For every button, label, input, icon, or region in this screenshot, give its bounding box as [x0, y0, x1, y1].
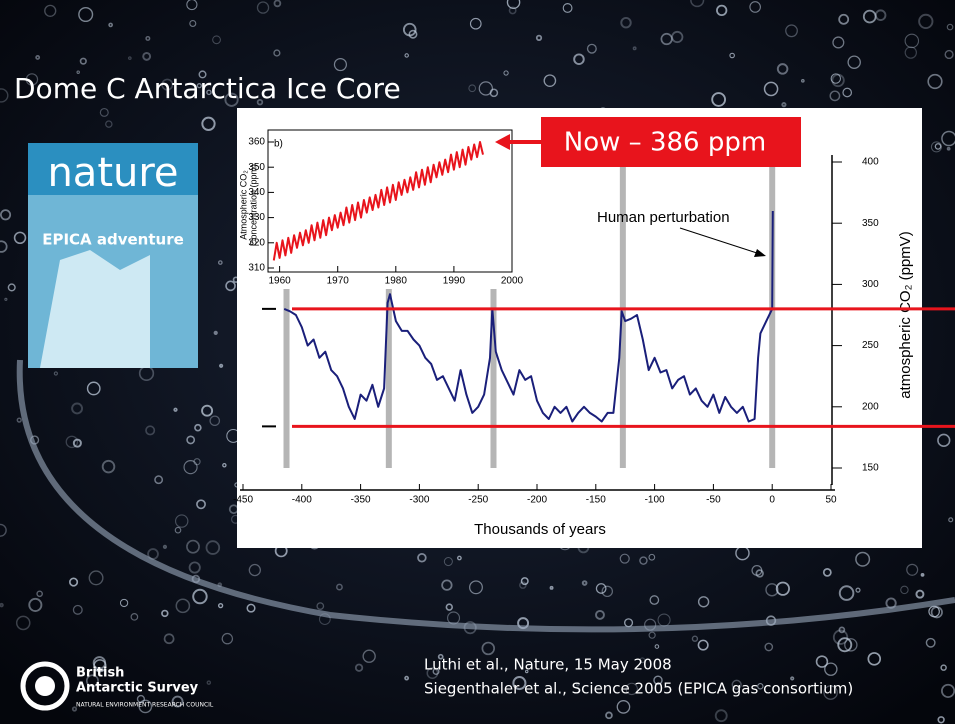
x-tick-label: 1980 — [385, 276, 408, 287]
y-tick-label: 300 — [862, 279, 879, 290]
y-axis-label: Concentration (ppm) — [248, 164, 258, 246]
y-tick-label: 200 — [862, 401, 879, 412]
x-tick-label: -400 — [292, 495, 312, 506]
x-tick-label: 50 — [825, 495, 837, 506]
x-tick-label: -100 — [645, 495, 665, 506]
x-tick-label: -300 — [409, 495, 429, 506]
y-axis-label: Atmospheric CO₂ — [238, 170, 248, 240]
citation: Siegenthaler et al., Science 2005 (EPICA… — [424, 680, 853, 698]
cover-masthead: nature — [47, 150, 178, 196]
x-tick-label: -450 — [233, 495, 253, 506]
slide-title: Dome C Antarctica Ice Core — [14, 72, 401, 105]
logo-line: British — [76, 666, 124, 681]
panel-label: b) — [274, 139, 283, 150]
logo-line: NATURAL ENVIRONMENT RESEARCH COUNCIL — [76, 702, 214, 709]
y-tick-label: 150 — [862, 463, 879, 474]
citation: Luthi et al., Nature, 15 May 2008 — [424, 656, 672, 674]
callout-text: Now – 386 ppm — [564, 128, 766, 158]
y-tick-label: 310 — [248, 263, 265, 274]
x-tick-label: 1970 — [327, 276, 350, 287]
x-tick-label: -350 — [351, 495, 371, 506]
x-tick-label: 1990 — [443, 276, 466, 287]
x-tick-label: -200 — [527, 495, 547, 506]
x-tick-label: -150 — [586, 495, 606, 506]
y-axis-label: atmospheric CO₂ (ppmV) — [897, 231, 914, 399]
x-tick-label: -250 — [468, 495, 488, 506]
x-tick-label: 2000 — [501, 276, 524, 287]
cover-headline: EPICA adventure — [42, 231, 184, 249]
x-axis-label: Thousands of years — [474, 521, 606, 538]
x-tick-label: -50 — [706, 495, 721, 506]
logo-line: Antarctic Survey — [76, 681, 199, 696]
y-tick-label: 400 — [862, 157, 879, 168]
slide: Dome C Antarctica Ice Core nature EPICA … — [0, 0, 955, 724]
x-tick-label: 1960 — [268, 276, 291, 287]
y-tick-label: 360 — [248, 137, 265, 148]
journal-cover: nature EPICA adventure — [28, 143, 198, 368]
y-tick-label: 350 — [862, 218, 879, 229]
x-tick-label: 0 — [769, 495, 775, 506]
y-tick-label: 250 — [862, 340, 879, 351]
annotation: Human perturbation — [597, 209, 730, 226]
